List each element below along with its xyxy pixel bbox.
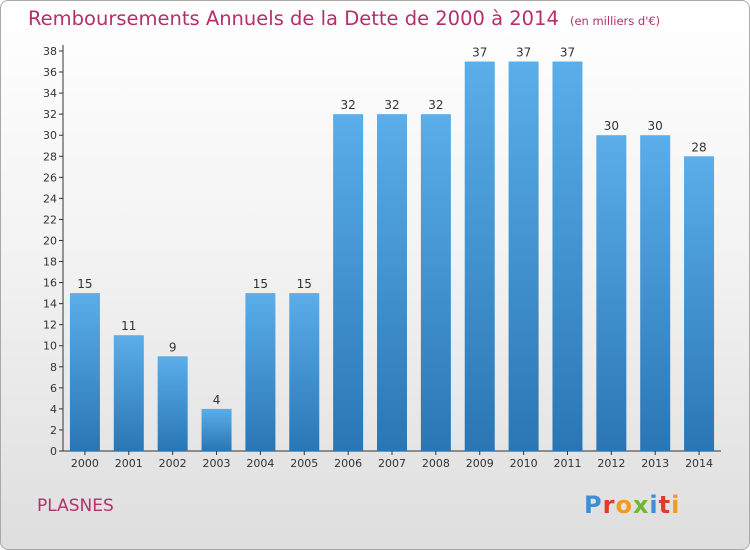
bar bbox=[333, 114, 364, 451]
y-tick-label: 22 bbox=[43, 213, 57, 226]
x-tick-label: 2002 bbox=[159, 457, 187, 470]
logo-letter: r bbox=[602, 491, 616, 519]
x-tick-label: 2004 bbox=[246, 457, 274, 470]
bar bbox=[420, 114, 451, 451]
x-tick-label: 2009 bbox=[466, 457, 494, 470]
x-tick-label: 2003 bbox=[203, 457, 231, 470]
y-tick-label: 30 bbox=[43, 129, 57, 142]
x-tick-label: 2010 bbox=[510, 457, 538, 470]
bar-value-label: 15 bbox=[77, 277, 92, 291]
y-tick-label: 18 bbox=[43, 256, 57, 269]
x-tick-label: 2014 bbox=[685, 457, 713, 470]
y-tick-label: 24 bbox=[43, 192, 57, 205]
proxiti-logo: Proxiti bbox=[584, 491, 680, 519]
y-tick-label: 16 bbox=[43, 277, 57, 290]
x-tick-label: 2007 bbox=[378, 457, 406, 470]
bar bbox=[377, 114, 407, 451]
chart-title: Remboursements Annuels de la Dette de 20… bbox=[28, 7, 660, 30]
x-tick-label: 2006 bbox=[334, 457, 362, 470]
bar-value-label: 4 bbox=[213, 393, 221, 407]
bar bbox=[596, 135, 627, 452]
bar bbox=[684, 156, 715, 451]
x-tick-label: 2000 bbox=[71, 457, 99, 470]
bar-value-label: 37 bbox=[516, 46, 531, 60]
bar bbox=[552, 61, 583, 452]
bar-value-label: 32 bbox=[384, 98, 399, 112]
bar-value-label: 15 bbox=[297, 277, 312, 291]
y-tick-label: 26 bbox=[43, 171, 57, 184]
commune-name: PLASNES bbox=[37, 496, 114, 516]
logo-letter: i bbox=[649, 491, 659, 519]
bar-value-label: 9 bbox=[169, 340, 177, 354]
logo-letter: x bbox=[632, 491, 650, 519]
bar-value-label: 11 bbox=[121, 319, 136, 333]
chart-title-text: Remboursements Annuels de la Dette de 20… bbox=[28, 7, 559, 30]
bar bbox=[289, 293, 320, 451]
y-tick-label: 10 bbox=[43, 340, 57, 353]
bar bbox=[640, 135, 671, 452]
x-tick-label: 2013 bbox=[641, 457, 669, 470]
x-tick-label: 2001 bbox=[115, 457, 143, 470]
bar bbox=[157, 356, 188, 451]
y-tick-label: 12 bbox=[43, 319, 57, 332]
chart-unit: (en milliers d'€) bbox=[569, 14, 661, 28]
x-tick-label: 2012 bbox=[597, 457, 625, 470]
x-tick-label: 2011 bbox=[553, 457, 581, 470]
y-tick-label: 36 bbox=[43, 66, 57, 79]
y-tick-label: 2 bbox=[50, 424, 57, 437]
y-tick-label: 8 bbox=[50, 361, 57, 374]
bar bbox=[508, 61, 539, 452]
x-tick-label: 2008 bbox=[422, 457, 450, 470]
bar bbox=[464, 61, 495, 452]
y-tick-label: 28 bbox=[43, 150, 57, 163]
bar-value-label: 37 bbox=[472, 46, 487, 60]
logo-letter: o bbox=[615, 491, 633, 519]
bar-value-label: 32 bbox=[340, 98, 355, 112]
y-tick-label: 34 bbox=[43, 87, 57, 100]
bar bbox=[201, 408, 232, 451]
y-tick-label: 4 bbox=[50, 403, 57, 416]
y-tick-label: 32 bbox=[43, 108, 57, 121]
y-tick-label: 38 bbox=[43, 45, 57, 58]
bar bbox=[245, 293, 276, 451]
bar-value-label: 37 bbox=[560, 46, 575, 60]
bar-value-label: 15 bbox=[253, 277, 268, 291]
x-tick-label: 2005 bbox=[290, 457, 318, 470]
y-tick-label: 0 bbox=[50, 445, 57, 458]
logo-letter: t bbox=[658, 491, 672, 519]
y-tick-label: 14 bbox=[43, 298, 57, 311]
bar-value-label: 30 bbox=[604, 119, 619, 133]
bar-value-label: 28 bbox=[691, 140, 706, 154]
bar bbox=[113, 335, 144, 451]
y-tick-label: 20 bbox=[43, 234, 57, 247]
bar bbox=[69, 293, 100, 451]
bar-value-label: 30 bbox=[648, 119, 663, 133]
logo-letter: P bbox=[584, 491, 603, 519]
y-tick-label: 6 bbox=[50, 382, 57, 395]
bar-value-label: 32 bbox=[428, 98, 443, 112]
logo-letter: i bbox=[671, 491, 681, 519]
